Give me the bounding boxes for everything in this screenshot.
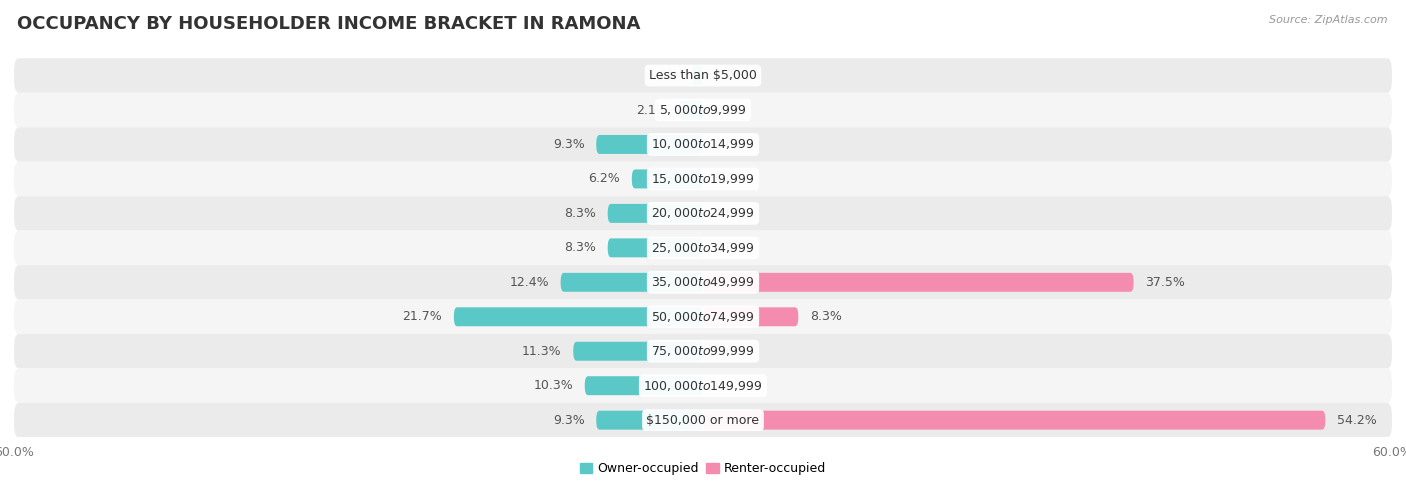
FancyBboxPatch shape [14,58,1392,93]
Text: Less than $5,000: Less than $5,000 [650,69,756,82]
Text: 0.0%: 0.0% [714,207,747,220]
Text: 0.0%: 0.0% [714,345,747,358]
Text: $25,000 to $34,999: $25,000 to $34,999 [651,241,755,255]
FancyBboxPatch shape [692,66,703,85]
Text: 54.2%: 54.2% [1337,414,1376,427]
Text: 0.0%: 0.0% [714,379,747,392]
Text: $50,000 to $74,999: $50,000 to $74,999 [651,310,755,324]
Text: 0.0%: 0.0% [714,138,747,151]
Text: 10.3%: 10.3% [533,379,574,392]
FancyBboxPatch shape [585,376,703,395]
FancyBboxPatch shape [14,299,1392,334]
Text: 8.3%: 8.3% [810,310,842,323]
Text: $5,000 to $9,999: $5,000 to $9,999 [659,103,747,117]
Text: $10,000 to $14,999: $10,000 to $14,999 [651,138,755,152]
FancyBboxPatch shape [14,368,1392,403]
FancyBboxPatch shape [596,411,703,430]
Legend: Owner-occupied, Renter-occupied: Owner-occupied, Renter-occupied [575,457,831,481]
FancyBboxPatch shape [679,101,703,120]
FancyBboxPatch shape [14,162,1392,196]
FancyBboxPatch shape [607,239,703,258]
FancyBboxPatch shape [574,342,703,361]
Text: $75,000 to $99,999: $75,000 to $99,999 [651,344,755,358]
FancyBboxPatch shape [703,307,799,326]
Text: 0.0%: 0.0% [714,173,747,186]
Text: 8.3%: 8.3% [564,207,596,220]
Text: 37.5%: 37.5% [1144,276,1185,289]
Text: $150,000 or more: $150,000 or more [647,414,759,427]
FancyBboxPatch shape [14,403,1392,437]
FancyBboxPatch shape [14,231,1392,265]
Text: $20,000 to $24,999: $20,000 to $24,999 [651,207,755,220]
Text: $35,000 to $49,999: $35,000 to $49,999 [651,276,755,289]
FancyBboxPatch shape [631,170,703,189]
Text: 6.2%: 6.2% [589,173,620,186]
FancyBboxPatch shape [596,135,703,154]
FancyBboxPatch shape [14,334,1392,368]
FancyBboxPatch shape [14,127,1392,162]
Text: 12.4%: 12.4% [509,276,550,289]
FancyBboxPatch shape [454,307,703,326]
Text: 2.1%: 2.1% [636,104,668,117]
Text: 8.3%: 8.3% [564,242,596,254]
FancyBboxPatch shape [14,196,1392,231]
Text: 0.0%: 0.0% [714,69,747,82]
Text: 9.3%: 9.3% [553,414,585,427]
Text: OCCUPANCY BY HOUSEHOLDER INCOME BRACKET IN RAMONA: OCCUPANCY BY HOUSEHOLDER INCOME BRACKET … [17,15,640,33]
Text: Source: ZipAtlas.com: Source: ZipAtlas.com [1270,15,1388,25]
FancyBboxPatch shape [607,204,703,223]
Text: 21.7%: 21.7% [402,310,443,323]
Text: 1.0%: 1.0% [648,69,681,82]
Text: 0.0%: 0.0% [714,104,747,117]
FancyBboxPatch shape [703,273,1133,292]
FancyBboxPatch shape [703,411,1326,430]
FancyBboxPatch shape [14,93,1392,127]
Text: 11.3%: 11.3% [522,345,562,358]
Text: $100,000 to $149,999: $100,000 to $149,999 [644,379,762,393]
Text: 0.0%: 0.0% [714,242,747,254]
FancyBboxPatch shape [14,265,1392,299]
Text: 9.3%: 9.3% [553,138,585,151]
FancyBboxPatch shape [561,273,703,292]
Text: $15,000 to $19,999: $15,000 to $19,999 [651,172,755,186]
